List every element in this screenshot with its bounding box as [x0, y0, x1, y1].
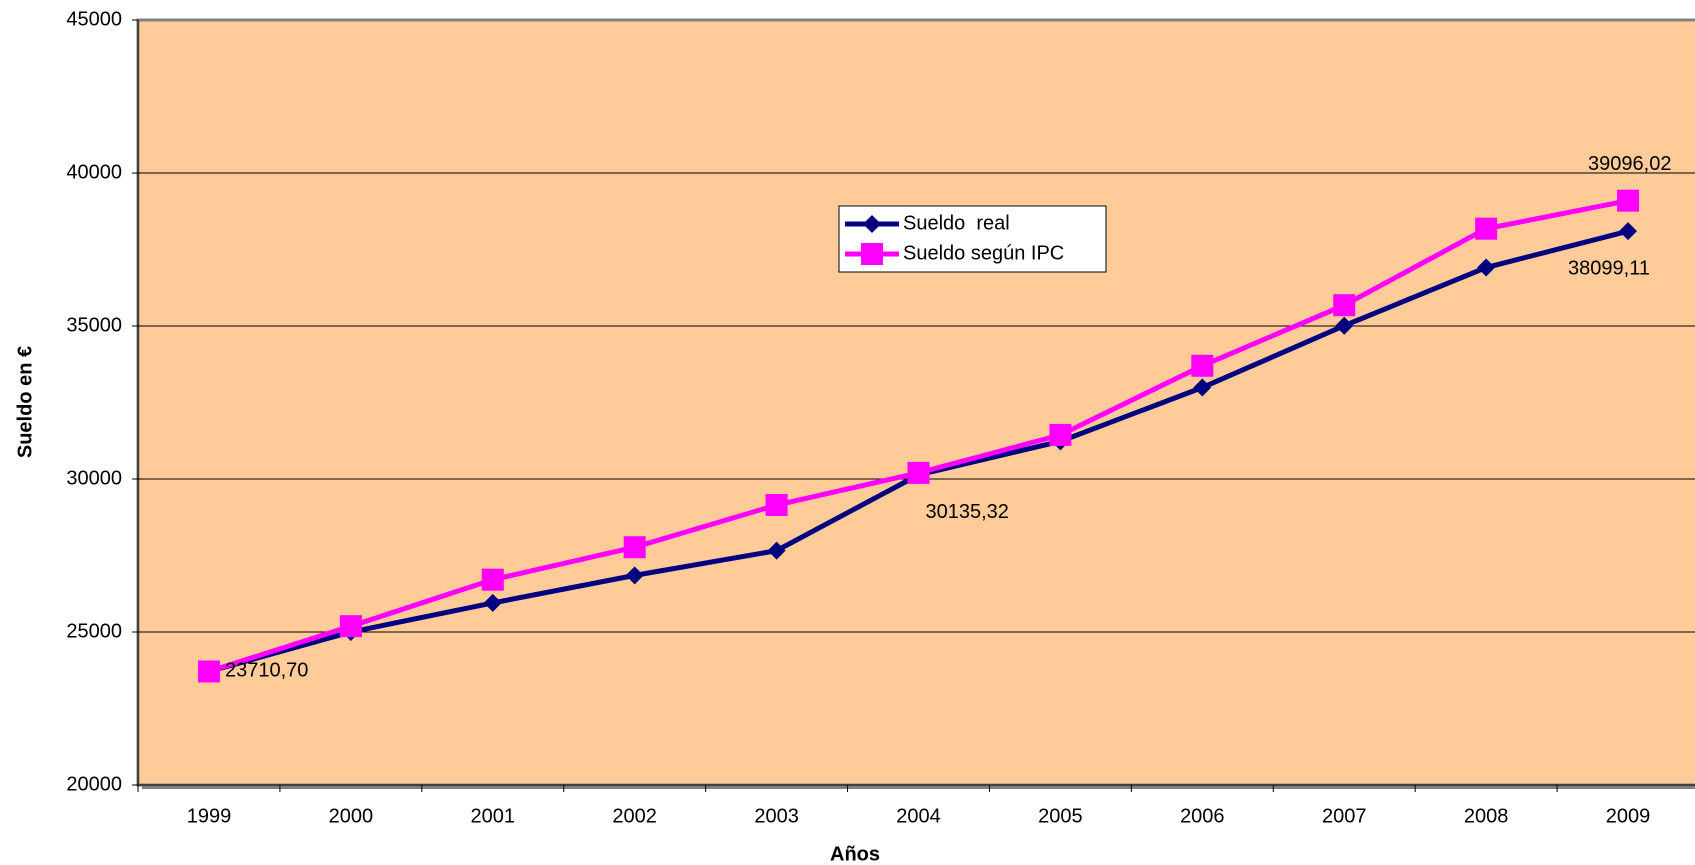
x-tick-label: 2004: [896, 805, 941, 827]
marker: [623, 536, 646, 559]
legend-marker: [863, 215, 881, 233]
marker: [483, 593, 502, 612]
x-tick-label: 2000: [329, 805, 374, 827]
marker: [339, 615, 362, 638]
x-tick-label: 2001: [471, 805, 516, 827]
marker: [765, 494, 788, 517]
legend: [838, 205, 1107, 273]
marker: [1477, 258, 1496, 277]
y-tick-label: 45000: [66, 8, 122, 30]
plot-area: [136, 18, 1695, 787]
marker: [1619, 222, 1638, 241]
data-label: 38099,11: [1568, 257, 1650, 279]
x-tick-label: 2003: [754, 805, 799, 827]
marker: [1049, 423, 1072, 446]
marker: [767, 541, 786, 560]
x-tick-label: 2007: [1322, 805, 1367, 827]
marker: [907, 461, 930, 484]
marker: [1333, 294, 1356, 317]
x-tick-label: 2002: [612, 805, 657, 827]
legend-marker: [861, 243, 883, 265]
data-label: 23710,70: [225, 660, 308, 682]
y-tick-label: 25000: [66, 620, 122, 642]
marker: [1335, 316, 1354, 335]
y-tick-label: 30000: [66, 467, 122, 489]
y-axis-title: Sueldo en €: [14, 346, 36, 458]
y-tick-label: 40000: [66, 161, 122, 183]
x-tick-label: 2009: [1606, 805, 1651, 827]
legend-label: Sueldo según IPC: [903, 242, 1064, 264]
marker: [197, 660, 220, 683]
x-tick-label: 2005: [1038, 805, 1083, 827]
data-label: 39096,02: [1588, 153, 1671, 175]
x-tick-label: 2006: [1180, 805, 1225, 827]
marker: [1191, 354, 1214, 377]
x-tick-label: 1999: [187, 805, 232, 827]
legend-label: Sueldo real: [903, 212, 1010, 234]
data-label: 30135,32: [926, 501, 1009, 523]
x-axis-title: Años: [830, 843, 880, 865]
y-tick-label: 35000: [66, 314, 122, 336]
marker: [1617, 189, 1640, 212]
marker: [481, 568, 504, 591]
marker: [1475, 217, 1498, 240]
y-tick-label: 20000: [66, 773, 122, 795]
marker: [625, 566, 644, 585]
marker: [1193, 378, 1212, 397]
x-tick-label: 2008: [1464, 805, 1509, 827]
